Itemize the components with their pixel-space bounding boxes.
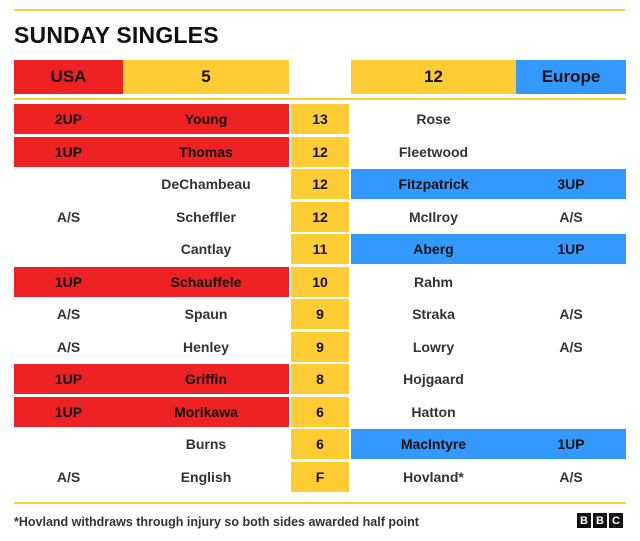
europe-result bbox=[516, 267, 626, 297]
europe-player: Fitzpatrick bbox=[351, 169, 516, 199]
table-row: 1UP Schauffele 10 Rahm bbox=[0, 266, 640, 300]
match-hole: 8 bbox=[291, 364, 349, 394]
match-hole: 6 bbox=[291, 396, 349, 427]
bbc-logo: B B C bbox=[577, 513, 623, 528]
usa-player: DeChambeau bbox=[161, 176, 251, 192]
table-row: A/S English F Hovland* A/S bbox=[0, 461, 640, 495]
table-row: A/S Henley 9 Lowry A/S bbox=[0, 331, 640, 365]
usa-player: English bbox=[180, 468, 232, 485]
usa-player: Morikawa bbox=[123, 396, 289, 427]
usa-header: USA bbox=[14, 60, 123, 94]
europe-header: Europe bbox=[516, 60, 626, 94]
match-hole: 9 bbox=[291, 331, 349, 362]
europe-result bbox=[516, 397, 626, 427]
europe-player: Rahm bbox=[414, 273, 453, 290]
match-hole: 12 bbox=[291, 136, 349, 167]
match-hole: 13 bbox=[291, 104, 349, 134]
usa-score: 5 bbox=[123, 60, 289, 94]
usa-result: 1UP bbox=[14, 266, 123, 297]
match-hole: 6 bbox=[291, 429, 349, 459]
europe-player: Lowry bbox=[412, 338, 455, 355]
footer-divider bbox=[14, 502, 626, 504]
table-row: A/S Scheffler 12 McIlroy A/S bbox=[0, 201, 640, 235]
usa-result: 2UP bbox=[14, 104, 123, 134]
europe-result: 1UP bbox=[516, 234, 626, 264]
match-hole: 9 bbox=[291, 299, 349, 329]
usa-result bbox=[14, 429, 123, 459]
bbc-logo-block: C bbox=[609, 513, 623, 528]
match-hole: 12 bbox=[291, 201, 349, 232]
usa-player: Burns bbox=[185, 436, 227, 452]
europe-player: Rose bbox=[416, 111, 451, 127]
bbc-logo-block: B bbox=[577, 513, 591, 528]
usa-player: Henley bbox=[183, 338, 229, 355]
footnote: *Hovland withdraws through injury so bot… bbox=[14, 515, 419, 529]
europe-result: A/S bbox=[559, 468, 583, 485]
europe-result bbox=[516, 364, 626, 394]
table-row: Burns 6 MacIntyre 1UP bbox=[0, 429, 640, 462]
usa-player: Cantlay bbox=[180, 241, 232, 257]
europe-result: A/S bbox=[559, 338, 583, 355]
europe-player: MacIntyre bbox=[351, 429, 516, 459]
europe-player: McIlroy bbox=[408, 208, 458, 225]
usa-result bbox=[14, 169, 123, 199]
table-row: DeChambeau 12 Fitzpatrick 3UP bbox=[0, 169, 640, 202]
europe-player: Hatton bbox=[411, 403, 456, 420]
usa-player: Spaun bbox=[184, 306, 228, 322]
usa-result: A/S bbox=[56, 306, 81, 322]
europe-result: A/S bbox=[559, 208, 583, 225]
europe-result: A/S bbox=[559, 306, 583, 322]
europe-player: Hojgaard bbox=[403, 371, 464, 387]
table-row: A/S Spaun 9 Straka A/S bbox=[0, 299, 640, 332]
results-table: 2UP Young 13 Rose 1UP Thomas 12 Fleetwoo… bbox=[0, 104, 640, 494]
usa-player: Schauffele bbox=[123, 266, 289, 297]
table-row: 1UP Morikawa 6 Hatton bbox=[0, 396, 640, 430]
page-title: SUNDAY SINGLES bbox=[14, 22, 219, 48]
usa-result: A/S bbox=[56, 468, 81, 485]
table-row: Cantlay 11 Aberg 1UP bbox=[0, 234, 640, 267]
usa-result: A/S bbox=[56, 338, 81, 355]
top-rule bbox=[14, 9, 625, 11]
match-hole: 12 bbox=[291, 169, 349, 199]
table-row: 2UP Young 13 Rose bbox=[0, 104, 640, 137]
europe-score: 12 bbox=[351, 60, 516, 94]
europe-player: Hovland* bbox=[403, 468, 464, 485]
europe-result: 1UP bbox=[516, 429, 626, 459]
table-row: 1UP Thomas 12 Fleetwood bbox=[0, 136, 640, 170]
usa-result: 1UP bbox=[14, 364, 123, 394]
match-hole: 10 bbox=[291, 266, 349, 297]
usa-player: Young bbox=[123, 104, 289, 134]
usa-result: A/S bbox=[56, 208, 81, 225]
europe-player: Fleetwood bbox=[398, 143, 469, 160]
usa-player: Scheffler bbox=[176, 208, 236, 225]
europe-result bbox=[516, 137, 626, 167]
usa-player: Griffin bbox=[123, 364, 289, 394]
usa-result bbox=[14, 234, 123, 264]
usa-result: 1UP bbox=[14, 136, 123, 167]
europe-result bbox=[516, 104, 626, 134]
usa-player: Thomas bbox=[123, 136, 289, 167]
match-hole: F bbox=[291, 461, 349, 492]
table-row: 1UP Griffin 8 Hojgaard bbox=[0, 364, 640, 397]
europe-player: Aberg bbox=[351, 234, 516, 264]
bbc-logo-block: B bbox=[593, 513, 607, 528]
europe-player: Straka bbox=[412, 306, 455, 322]
match-hole: 11 bbox=[291, 234, 349, 264]
header-divider bbox=[14, 98, 626, 100]
usa-result: 1UP bbox=[14, 396, 123, 427]
europe-result: 3UP bbox=[516, 169, 626, 199]
